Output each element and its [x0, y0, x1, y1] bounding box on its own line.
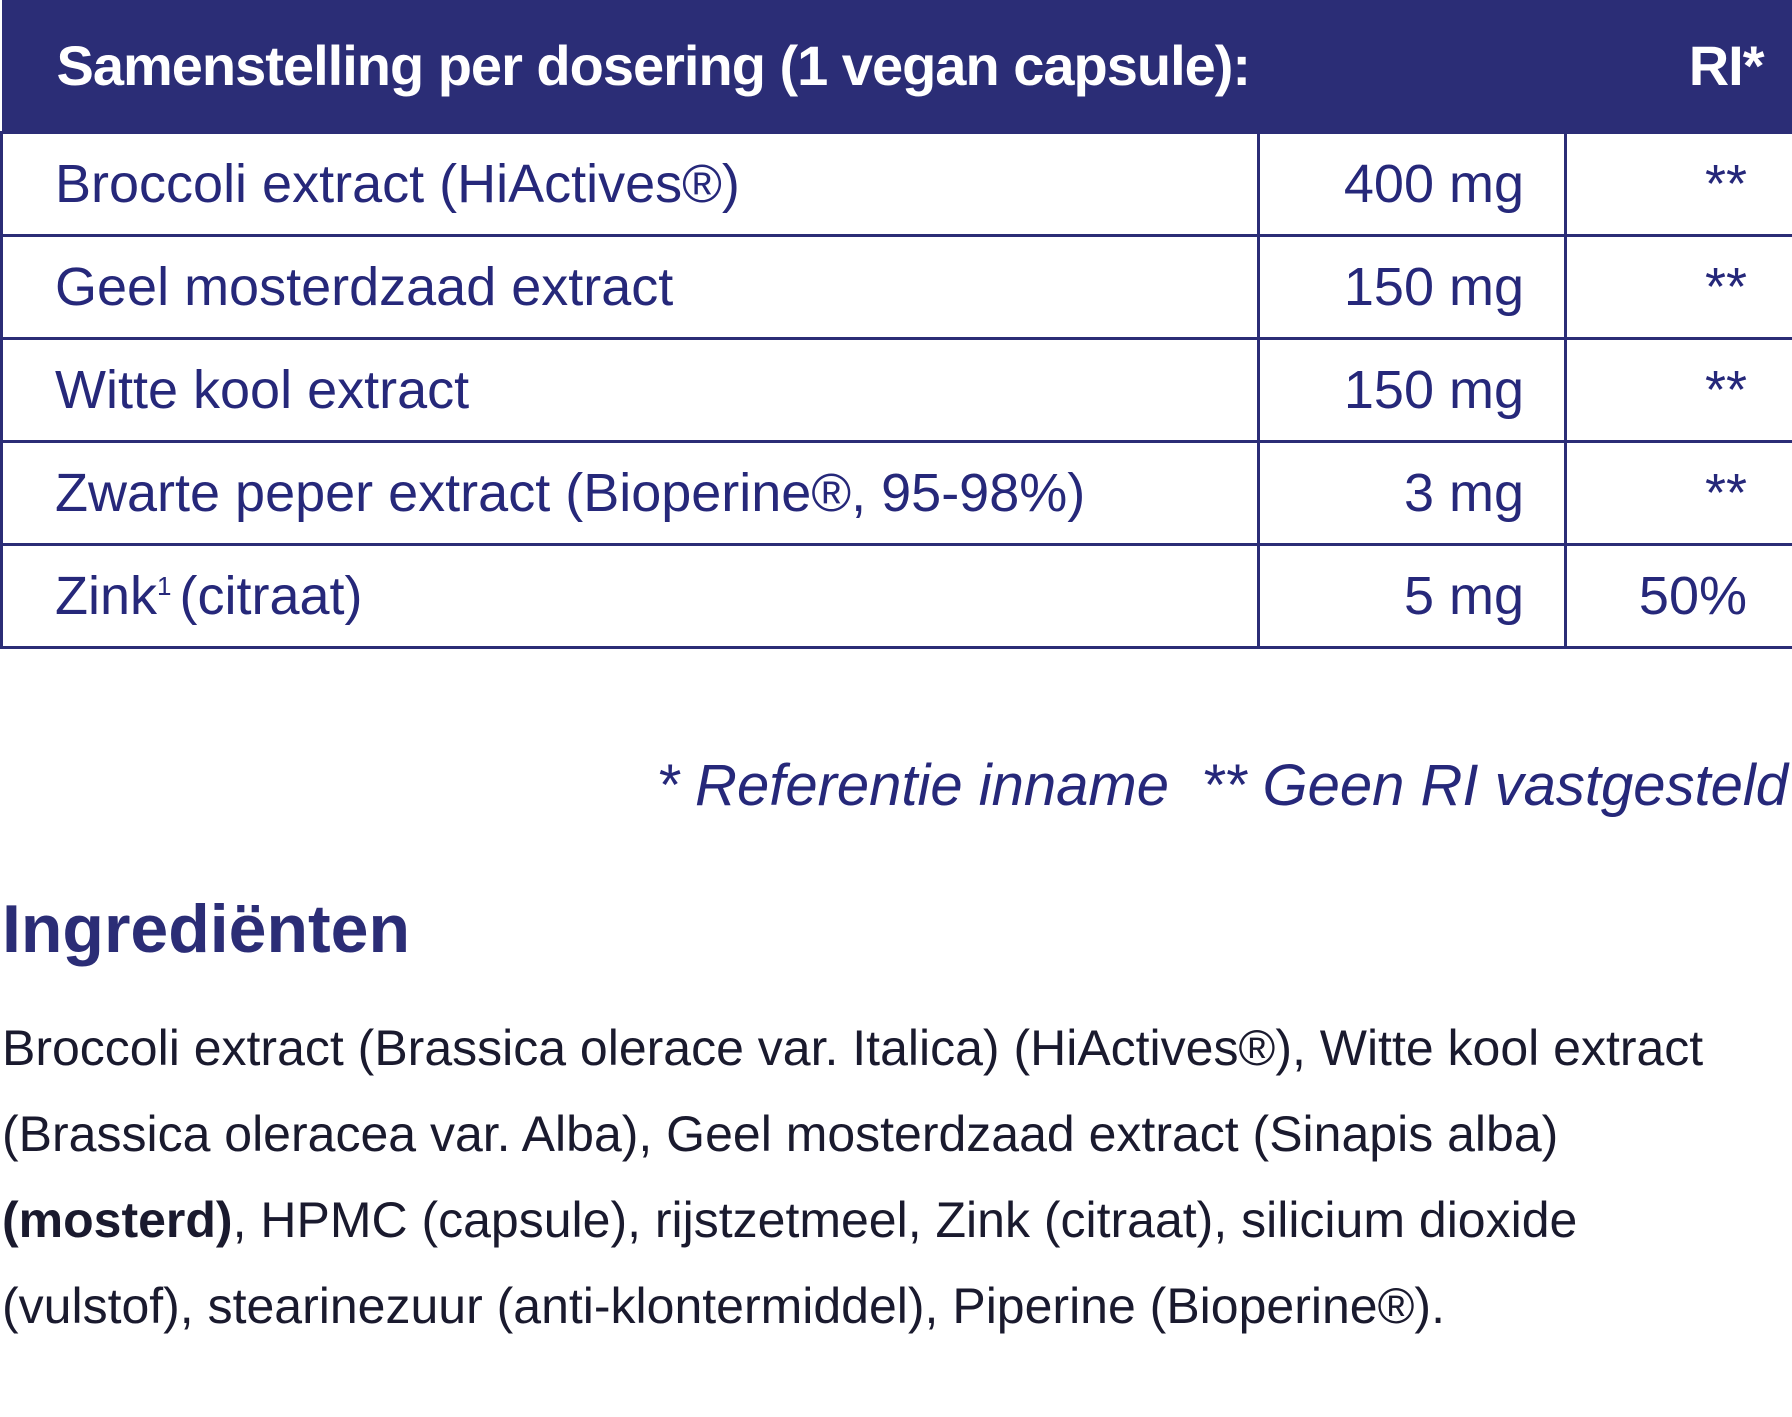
footnote: * Referentie inname ** Geen RI vastgeste… — [656, 753, 1788, 818]
table-row: Broccoli extract (HiActives®) 400 mg ** — [0, 131, 1792, 237]
name-text: Zink — [55, 566, 158, 626]
ri-value: ** — [1564, 234, 1792, 340]
amount: 5 mg — [1257, 543, 1567, 649]
ingredients-part: Broccoli extract (Brassica olerace var. … — [2, 1020, 1704, 1162]
ingredients-allergen: (mosterd) — [2, 1192, 233, 1248]
ri-value: ** — [1564, 131, 1792, 237]
name-text: Zwarte peper extract (Bioperine®, 95-98%… — [55, 463, 1086, 523]
table-body: Broccoli extract (HiActives®) 400 mg ** Gee… — [0, 131, 1792, 649]
ingredients-text: Broccoli extract (Brassica olerace var. … — [2, 1005, 1722, 1349]
name-text: Witte kool extract — [55, 360, 470, 420]
amount: 400 mg — [1257, 131, 1567, 237]
ingredient-name: Zwarte peper extract (Bioperine®, 95-98%… — [0, 440, 1260, 546]
ri-value: ** — [1564, 440, 1792, 546]
ingredient-name: Witte kool extract — [0, 337, 1260, 443]
nutrition-table: Samenstelling per dosering (1 vegan caps… — [0, 0, 1792, 649]
name-text: Broccoli extract (HiActives®) — [55, 154, 740, 214]
table-row: Witte kool extract 150 mg ** — [0, 337, 1792, 443]
ingredients-title: Ingrediënten — [2, 891, 411, 967]
amount: 150 mg — [1257, 234, 1567, 340]
ri-value: 50% — [1564, 543, 1792, 649]
table-row: Zwarte peper extract (Bioperine®, 95-98%… — [0, 440, 1792, 546]
header-title: Samenstelling per dosering (1 vegan caps… — [1, 0, 1566, 133]
ri-value: ** — [1564, 337, 1792, 443]
table-row: Geel mosterdzaad extract 150 mg ** — [0, 234, 1792, 340]
amount: 3 mg — [1257, 440, 1567, 546]
ingredient-name: Geel mosterdzaad extract — [0, 234, 1260, 340]
ingredients-part: , HPMC (capsule), rijstzetmeel, Zink (ci… — [2, 1192, 1578, 1334]
ingredient-name: Broccoli extract (HiActives®) — [0, 131, 1260, 237]
header-ri: RI* — [1565, 0, 1792, 133]
ingredient-name: Zink1 (citraat) — [0, 543, 1260, 649]
table-row: Zink1 (citraat) 5 mg 50% — [0, 543, 1792, 649]
amount: 150 mg — [1257, 337, 1567, 443]
name-text: (citraat) — [179, 566, 363, 626]
name-text: Geel mosterdzaad extract — [55, 257, 674, 317]
table-header: Samenstelling per dosering (1 vegan caps… — [1, 0, 1792, 133]
footnote-ref: 1 — [157, 571, 172, 601]
